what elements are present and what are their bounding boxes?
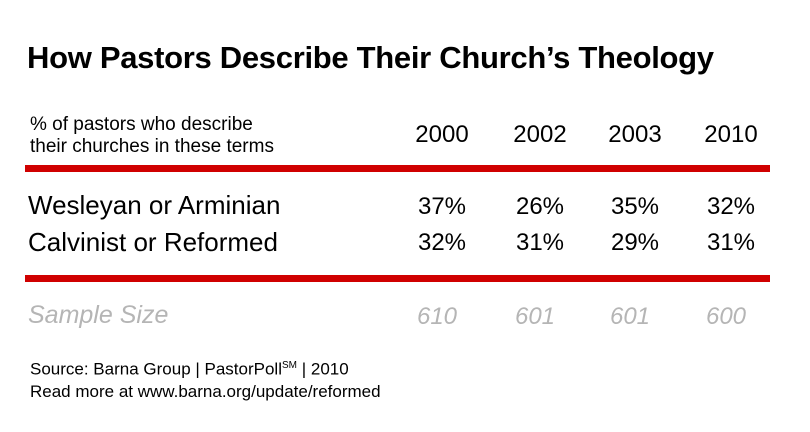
chart-title: How Pastors Describe Their Church’s Theo… xyxy=(27,40,714,75)
cell-calvinist-2010: 31% xyxy=(706,229,756,256)
column-header-2010: 2010 xyxy=(704,121,758,148)
cell-sample-2003: 601 xyxy=(609,303,651,330)
cell-wesleyan-2010: 32% xyxy=(706,193,756,220)
source-year: | 2010 xyxy=(297,359,349,379)
cell-wesleyan-2002: 26% xyxy=(515,193,565,220)
header-label-line-1: % of pastors who describe xyxy=(30,114,253,135)
cell-calvinist-2002: 31% xyxy=(515,229,565,256)
cell-calvinist-2000: 32% xyxy=(417,229,467,256)
cell-sample-2000: 610 xyxy=(416,303,458,330)
source-line: Source: Barna Group | PastorPollSM | 201… xyxy=(30,355,381,381)
service-mark: SM xyxy=(282,360,297,371)
row-label-calvinist: Calvinist or Reformed xyxy=(28,227,278,257)
cell-sample-2010: 600 xyxy=(705,303,747,330)
column-header-2002: 2002 xyxy=(513,121,567,148)
cell-wesleyan-2003: 35% xyxy=(610,193,660,220)
bottom-divider xyxy=(25,275,770,282)
row-label-wesleyan: Wesleyan or Arminian xyxy=(28,190,281,220)
source-text: Source: Barna Group | PastorPoll xyxy=(30,359,282,379)
cell-calvinist-2003: 29% xyxy=(610,229,660,256)
cell-wesleyan-2000: 37% xyxy=(417,193,467,220)
column-header-2000: 2000 xyxy=(415,121,469,148)
read-more-line: Read more at www.barna.org/update/reform… xyxy=(30,381,381,401)
header-label-line-2: their churches in these terms xyxy=(30,136,274,157)
row-label-sample-size: Sample Size xyxy=(28,301,169,329)
header-label: % of pastors who describe their churches… xyxy=(30,114,360,158)
source-note: Source: Barna Group | PastorPollSM | 201… xyxy=(30,355,381,403)
top-divider xyxy=(25,165,770,172)
column-header-2003: 2003 xyxy=(608,121,662,148)
cell-sample-2002: 601 xyxy=(514,303,556,330)
